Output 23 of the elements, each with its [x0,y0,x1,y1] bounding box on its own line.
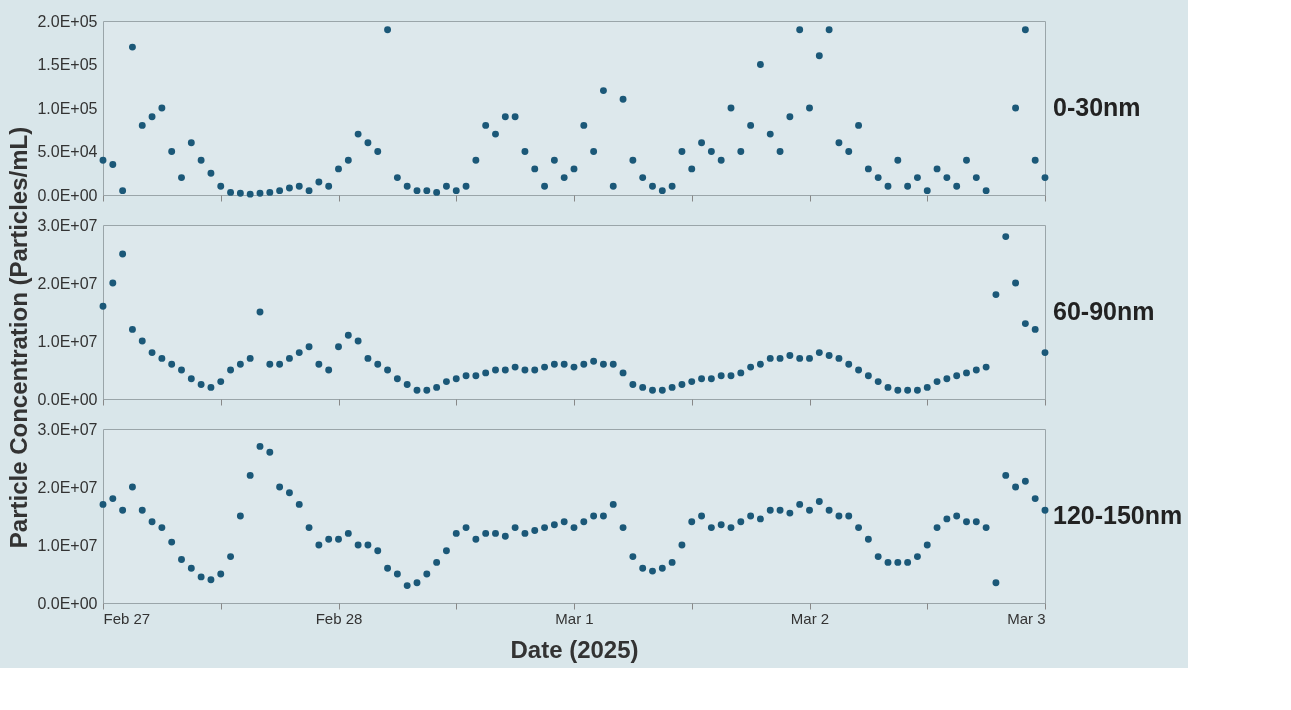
text: 120-150nm [1053,501,1183,529]
x-tick-label: Mar 2 [790,609,830,627]
x-tick-label: Mar 1 [555,609,594,627]
y-tick-label: 0.0E+00 [37,186,98,204]
y-tick-label: 1.0E+07 [37,332,98,350]
y-tick-label: 0.0E+00 [37,594,98,612]
y-tick-label: 1.0E+05 [37,99,98,117]
y-tick-label: 0.0E+00 [37,390,98,408]
x-tick-label: Mar 3 [1007,609,1046,627]
x-axis-title: Date (2025) [510,635,639,663]
x-tick-label: Feb 28 [315,609,363,627]
text: 60-90nm [1053,297,1155,325]
y-tick-label: 2.0E+07 [37,274,98,292]
y-tick-label: 1.0E+07 [37,536,98,554]
y-axis-title: Particle Concentration (Particles/mL) [5,126,33,549]
y-tick-label: 3.0E+07 [37,420,98,438]
y-tick-label: 5.0E+04 [37,143,98,160]
x-tick-label: Feb 27 [103,609,151,627]
text: 0-30nm [1053,93,1141,121]
y-tick-label: 2.0E+05 [37,12,98,30]
y-tick-label: 1.5E+05 [37,56,98,73]
y-tick-label: 2.0E+07 [37,478,98,496]
y-tick-label: 3.0E+07 [37,216,98,234]
